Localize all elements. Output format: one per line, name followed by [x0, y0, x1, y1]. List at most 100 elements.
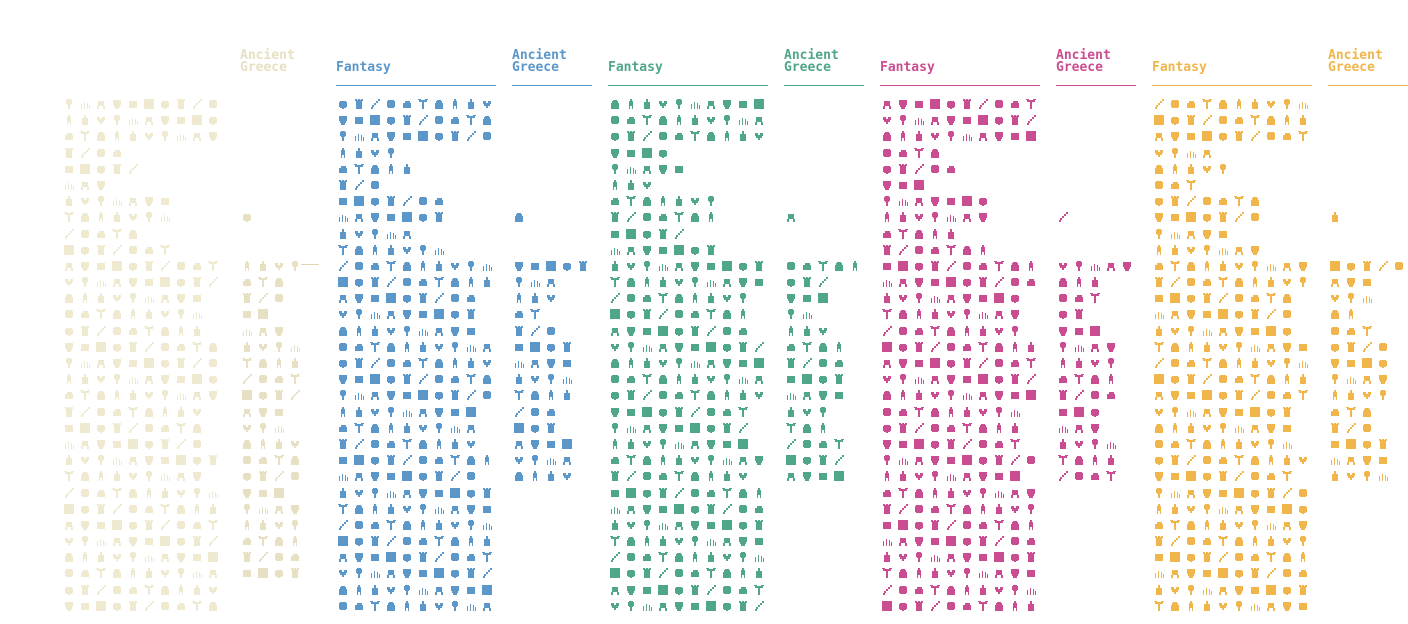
empty-cell	[240, 243, 254, 257]
empty-cell	[1376, 227, 1390, 241]
person-icon	[158, 405, 172, 419]
person-icon	[400, 599, 414, 613]
shield-icon	[126, 275, 140, 289]
empty-cell	[560, 243, 574, 257]
grass-icon	[1088, 259, 1102, 273]
palm-icon	[384, 518, 398, 532]
chest-icon	[1248, 583, 1262, 597]
creature-icon	[142, 113, 156, 127]
empty-cell	[190, 178, 204, 192]
rock-icon	[944, 162, 958, 176]
heart-icon	[384, 324, 398, 338]
empty-cell	[480, 421, 494, 435]
grass-icon	[142, 291, 156, 305]
shield-icon	[688, 518, 702, 532]
tile-icon	[992, 291, 1006, 305]
tower-icon	[944, 437, 958, 451]
tile-icon	[336, 275, 350, 289]
tower-icon	[1184, 113, 1198, 127]
house-icon	[158, 583, 172, 597]
tree-icon	[1152, 227, 1166, 241]
tree-icon	[544, 372, 558, 386]
sword-icon	[1280, 486, 1294, 500]
palm-icon	[432, 275, 446, 289]
grass-icon	[158, 210, 172, 224]
person-icon	[174, 583, 188, 597]
empty-cell	[448, 178, 462, 192]
grass-icon	[1328, 453, 1342, 467]
heart-icon	[432, 340, 446, 354]
shield-icon	[624, 583, 638, 597]
sword-icon	[1264, 307, 1278, 321]
palm-icon	[1360, 324, 1374, 338]
potion-icon	[336, 486, 350, 500]
tile-icon	[1280, 502, 1294, 516]
empty-cell	[1376, 210, 1390, 224]
shield-icon	[78, 259, 92, 273]
potion-icon	[142, 566, 156, 580]
chest-icon	[142, 534, 156, 548]
rock-icon	[94, 227, 108, 241]
rock-icon	[736, 324, 750, 338]
shield-icon	[368, 469, 382, 483]
creature-icon	[110, 275, 124, 289]
rock-icon	[336, 421, 350, 435]
bush-icon	[640, 227, 654, 241]
house-icon	[720, 307, 734, 321]
sword-icon	[432, 550, 446, 564]
tree-icon	[960, 566, 974, 580]
rock-icon	[960, 340, 974, 354]
shield-icon	[1024, 486, 1038, 500]
coin-icon	[336, 599, 350, 613]
empty-cell	[848, 453, 862, 467]
person-icon	[672, 372, 686, 386]
chest-icon	[174, 372, 188, 386]
tower-icon	[384, 453, 398, 467]
empty-cell	[158, 178, 172, 192]
chest-icon	[800, 291, 814, 305]
tree-icon	[1264, 437, 1278, 451]
creature-icon	[110, 534, 124, 548]
sword-icon	[800, 356, 814, 370]
potion-icon	[1216, 259, 1230, 273]
heart-icon	[1216, 599, 1230, 613]
coin-icon	[1296, 486, 1310, 500]
empty-cell	[816, 162, 830, 176]
icon-grid	[784, 97, 862, 486]
empty-cell	[512, 227, 526, 241]
sword-icon	[384, 275, 398, 289]
rock-icon	[672, 388, 686, 402]
shield-icon	[352, 291, 366, 305]
empty-cell	[528, 162, 542, 176]
empty-cell	[174, 146, 188, 160]
creature-icon	[784, 210, 798, 224]
tree-icon	[384, 146, 398, 160]
icon-grid	[1152, 97, 1310, 615]
grass-icon	[352, 388, 366, 402]
person-icon	[640, 534, 654, 548]
potion-icon	[624, 178, 638, 192]
empty-cell	[1088, 113, 1102, 127]
empty-cell	[512, 113, 526, 127]
shield-icon	[1328, 356, 1342, 370]
empty-cell	[1088, 227, 1102, 241]
empty-cell	[848, 194, 862, 208]
sword-icon	[400, 453, 414, 467]
tower-icon	[240, 550, 254, 564]
house-icon	[944, 324, 958, 338]
chest-icon	[94, 259, 108, 273]
chest-icon	[720, 437, 734, 451]
rock-icon	[400, 356, 414, 370]
empty-cell	[142, 146, 156, 160]
heart-icon	[110, 550, 124, 564]
tree-icon	[704, 194, 718, 208]
tree-icon	[784, 307, 798, 321]
empty-cell	[288, 243, 302, 257]
house-icon	[62, 291, 76, 305]
tile-icon	[1344, 437, 1358, 451]
palm-icon	[256, 275, 270, 289]
sword-icon	[688, 405, 702, 419]
empty-cell	[1104, 421, 1118, 435]
bush-icon	[624, 307, 638, 321]
coin-icon	[688, 486, 702, 500]
